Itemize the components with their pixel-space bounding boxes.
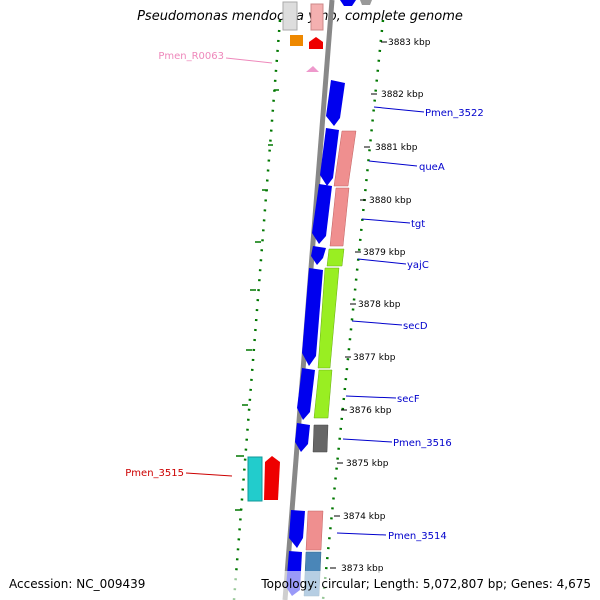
scale-label: 3878 kbp [358, 300, 401, 310]
scale-label: 3873 kbp [341, 564, 384, 574]
scale-label: 3882 kbp [381, 90, 424, 100]
gene-label-secD[interactable]: secD [403, 321, 428, 332]
cds-pmen-3522 [326, 80, 345, 126]
gene-label-pmen-3516[interactable]: Pmen_3516 [393, 438, 452, 449]
cds-arrows [286, 80, 345, 596]
feature-partial-blue [340, 0, 356, 6]
cds-pmen-3515 [264, 456, 280, 500]
footer-band [0, 571, 600, 600]
cds-queA [320, 128, 339, 186]
feature-red-small [309, 37, 323, 49]
gene-label-yajC[interactable]: yajC [407, 260, 429, 271]
cds-yajC [311, 246, 326, 265]
inner-dotted-track [232, 19, 282, 600]
outer-dotted-track [321, 19, 385, 600]
scale-label: 3879 kbp [363, 248, 406, 258]
cds-secF [297, 368, 315, 420]
scale-label: 3883 kbp [388, 38, 431, 48]
gene-label-pmen-r0063[interactable]: Pmen_R0063 [158, 51, 224, 62]
feature-partial-gray [282, 1, 298, 31]
gene-label-pmen-3514[interactable]: Pmen_3514 [388, 531, 447, 542]
scale-labels: 3883 kbp 3882 kbp 3881 kbp 3880 kbp 3879… [341, 38, 431, 574]
feature-partial-pink [310, 3, 324, 31]
gene-label-queA[interactable]: queA [419, 162, 445, 173]
cds-pmen-3514 [289, 510, 305, 548]
cds-secD [302, 268, 323, 366]
label-leader-lines [185, 57, 425, 536]
cds-pmen-3516 [295, 423, 310, 452]
scale-label: 3874 kbp [343, 512, 386, 522]
gene-label-secF[interactable]: secF [397, 394, 420, 405]
accession-text: Accession: NC_009439 [9, 577, 146, 591]
map-title: Pseudomonas mendocina ymp, complete geno… [137, 9, 463, 24]
cds-tgt [312, 184, 332, 244]
gene-label-tgt[interactable]: tgt [411, 219, 425, 230]
feature-orange [290, 35, 303, 46]
topology-text: Topology: circular; Length: 5,072,807 bp… [261, 577, 591, 591]
scale-label: 3881 kbp [375, 143, 418, 153]
gc-content-ticks [235, 89, 279, 511]
trna-marker [306, 66, 319, 72]
cog-teal-pmen-3515 [247, 456, 263, 502]
scale-label: 3876 kbp [349, 406, 392, 416]
gene-labels: Pmen_R0063 Pmen_3522 queA tgt yajC secD … [125, 51, 483, 542]
gene-label-pmen-3515[interactable]: Pmen_3515 [125, 468, 184, 479]
scale-tick-marks [330, 41, 387, 569]
scale-label: 3880 kbp [369, 196, 412, 206]
scale-label: 3877 kbp [353, 353, 396, 363]
feature-partial-gray2 [360, 0, 372, 5]
scale-label: 3875 kbp [346, 459, 389, 469]
gene-label-pmen-3522[interactable]: Pmen_3522 [425, 108, 484, 119]
